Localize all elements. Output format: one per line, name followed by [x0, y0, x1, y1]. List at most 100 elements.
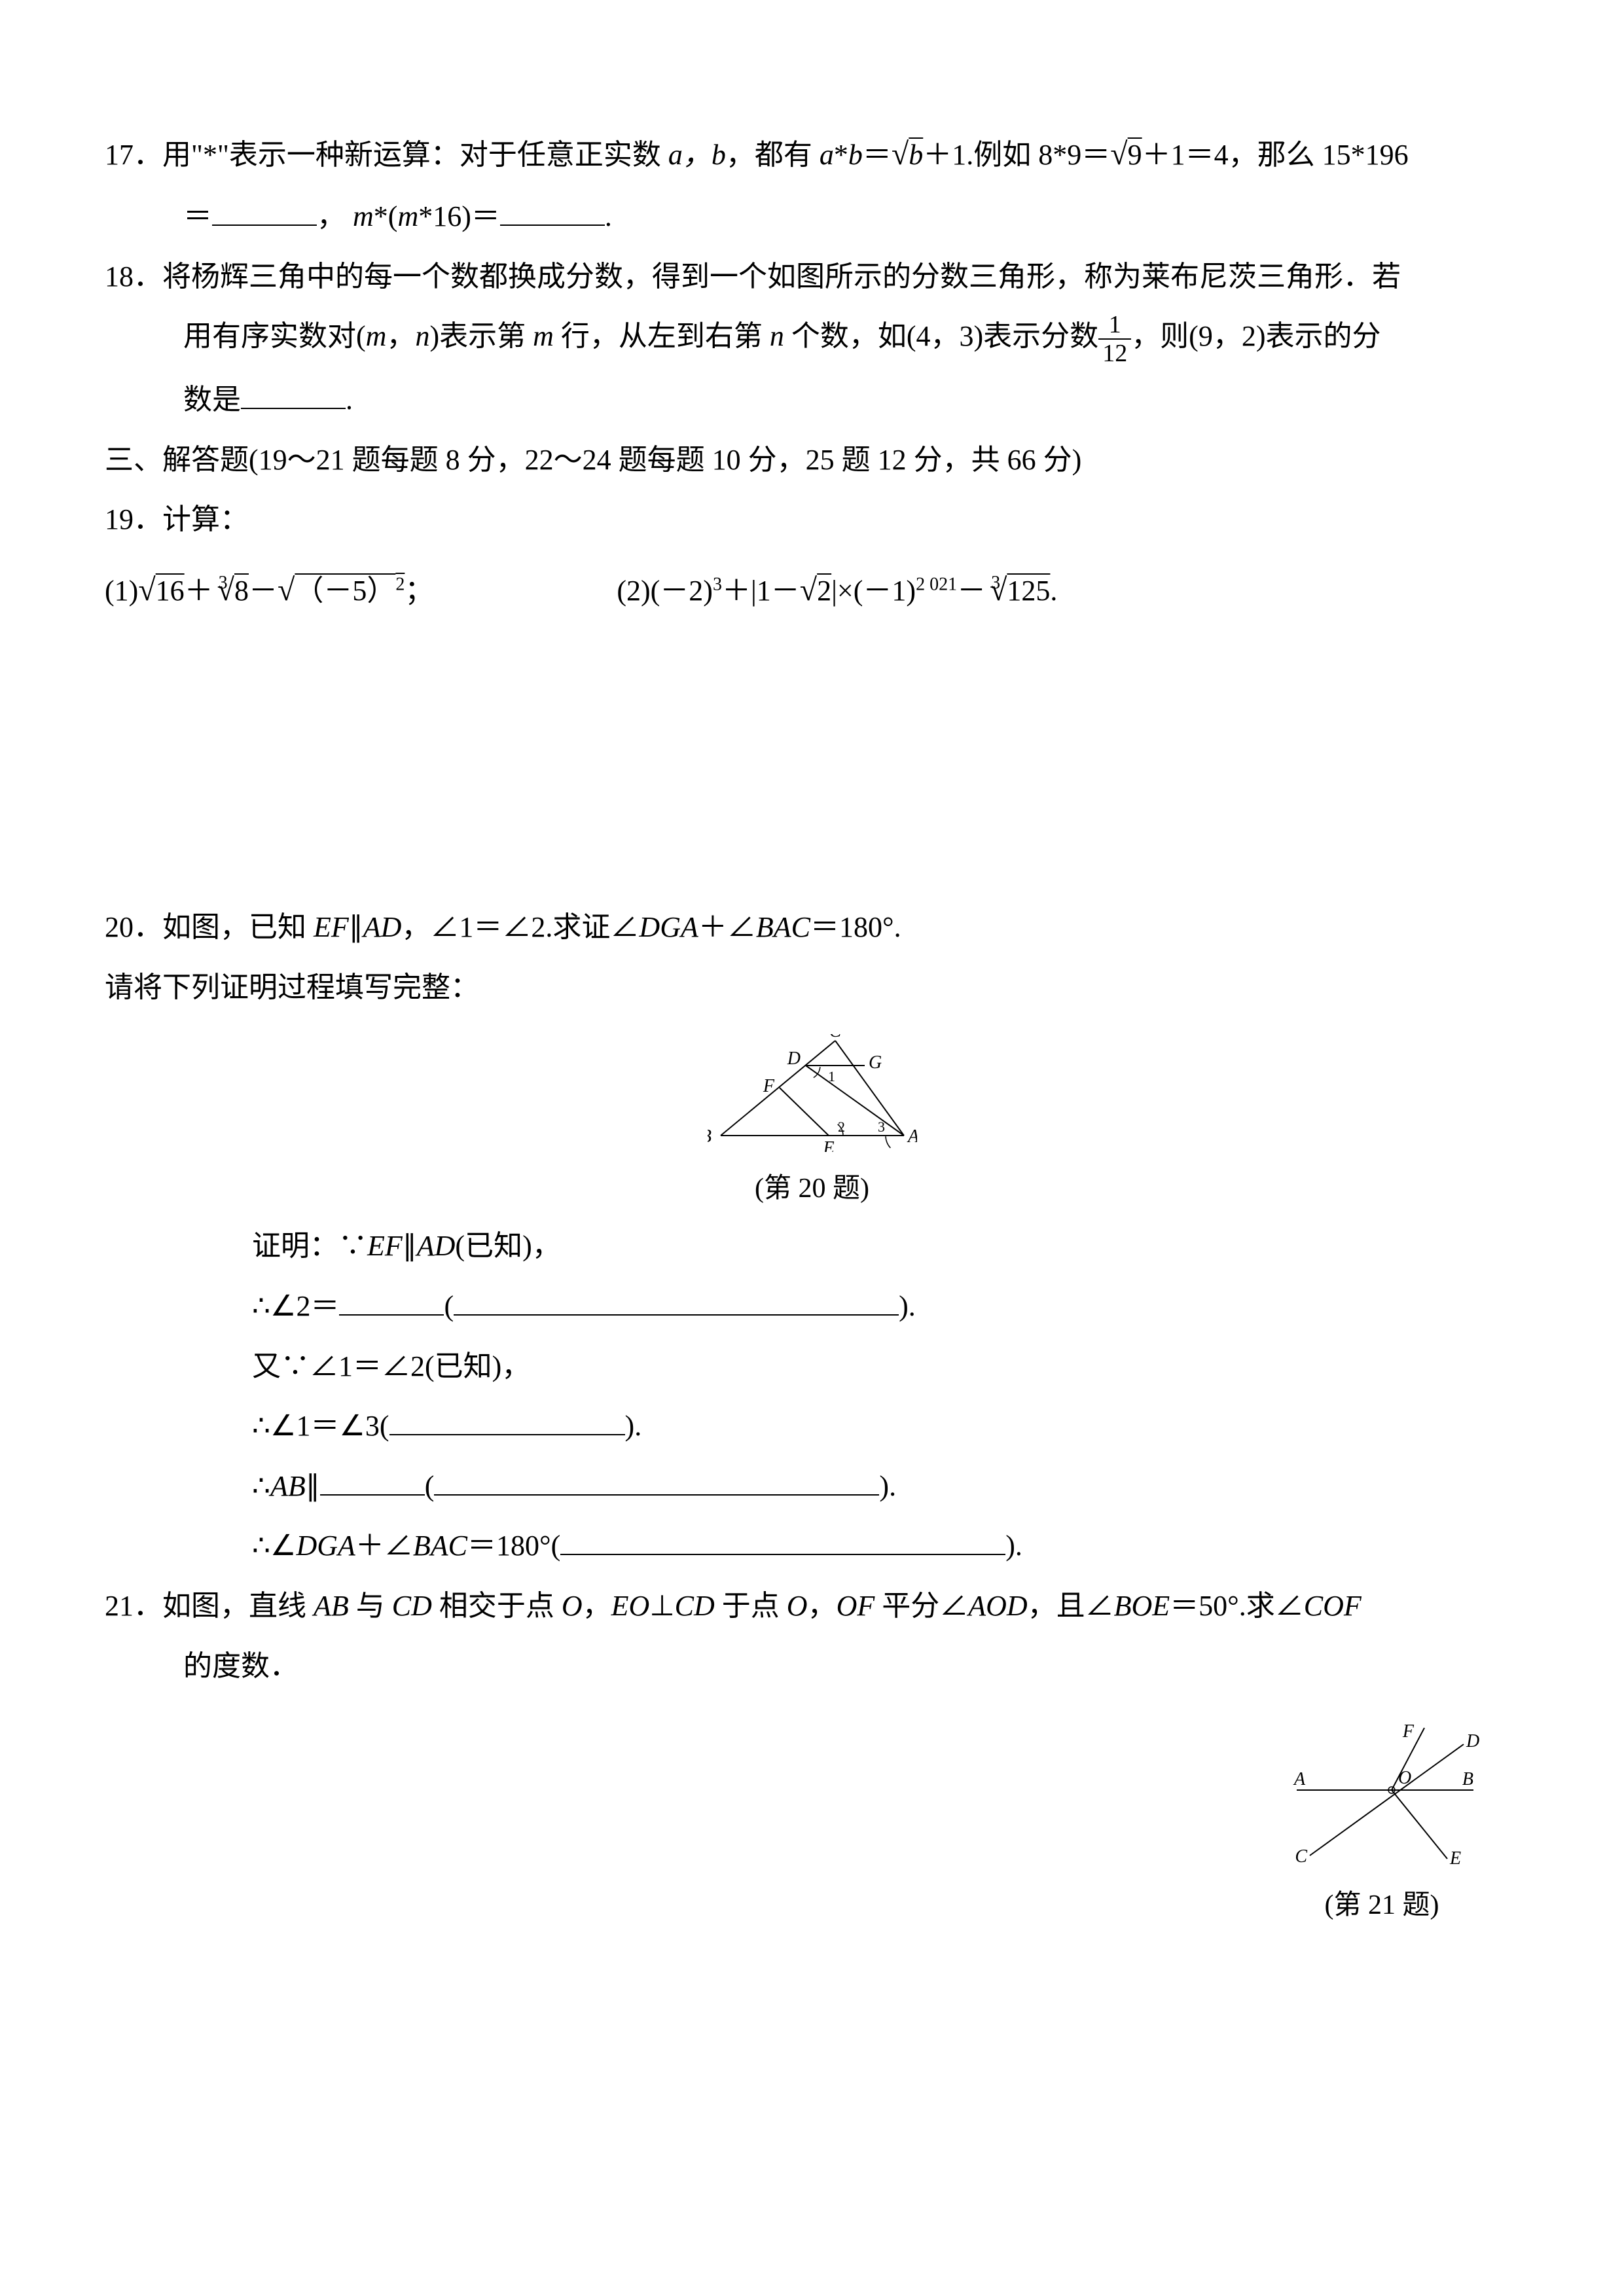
txt: 于点: [715, 1590, 787, 1622]
star: *: [834, 139, 848, 171]
txt: ＋1＝4，那么 15*196: [1142, 139, 1409, 171]
txt: ，都有: [726, 139, 820, 171]
figure-21: ABCDEFO (第 21 题): [1284, 1725, 1480, 1922]
intersecting-lines-diagram-icon: ABCDEFO: [1284, 1725, 1480, 1869]
paren: (: [425, 1470, 435, 1502]
q18-line3: 数是.: [105, 372, 1519, 427]
q19-parts: (1)√16＋3√8－√（－5）2； (2)(－2)3＋|1－√2|×(－1)2…: [105, 560, 1519, 620]
proof-line1: 证明：∵EF∥AD(已知)，: [105, 1219, 1519, 1274]
ab: a，b: [668, 139, 726, 171]
svg-text:F: F: [1402, 1725, 1415, 1742]
txt: 数是: [183, 384, 241, 416]
q17-line1: 17．用"*"表示一种新运算：对于任意正实数 a，b，都有 a*b＝√b＋1.例…: [105, 124, 1519, 184]
txt: )表示第: [429, 320, 533, 352]
blank[interactable]: [241, 380, 346, 409]
bac: BAC: [756, 911, 810, 943]
txt: ，则(9，2)表示的分: [1131, 320, 1380, 352]
sqrt-neg5: （－5）2: [295, 575, 405, 607]
sqrt-icon: √: [278, 573, 295, 607]
fraction: 112: [1098, 311, 1131, 367]
sqrt125: 125: [1007, 575, 1050, 607]
q20-line2: 请将下列证明过程填写完整：: [105, 960, 1519, 1015]
numerator: 1: [1098, 311, 1131, 340]
txt: 如图，直线: [162, 1590, 314, 1622]
blank[interactable]: [454, 1287, 899, 1316]
txt: ∴: [252, 1470, 270, 1502]
workspace-spacer: [105, 625, 1519, 900]
txt: 用"*"表示一种新运算：对于任意正实数: [162, 139, 668, 171]
known: (已知)，: [455, 1230, 560, 1262]
blank[interactable]: [339, 1287, 444, 1316]
paren: ).: [899, 1290, 916, 1322]
ef: EF: [314, 911, 349, 943]
title: 计算：: [162, 503, 249, 535]
txt: ，∠1＝∠2.求证∠: [401, 911, 639, 943]
txt: 请将下列证明过程填写完整：: [105, 971, 479, 1003]
end: ；: [405, 575, 433, 607]
blank[interactable]: [500, 197, 605, 226]
o: O: [562, 1590, 583, 1622]
proof-line5: ∴AB∥().: [105, 1459, 1519, 1514]
sqrt-icon: √: [800, 573, 817, 607]
blank[interactable]: [212, 197, 317, 226]
blank[interactable]: [560, 1526, 1005, 1555]
eq: ＝: [863, 139, 892, 171]
q21-num: 21．: [105, 1590, 162, 1622]
plus1: ＋1.: [923, 139, 973, 171]
end: .: [1050, 575, 1057, 607]
svg-text:O: O: [1398, 1768, 1411, 1788]
txt: 用有序实数对(: [183, 320, 366, 352]
bac: BAC: [413, 1530, 467, 1562]
txt: ＝180°(: [467, 1530, 560, 1562]
dga: DGA: [296, 1530, 355, 1562]
svg-text:E: E: [822, 1138, 834, 1152]
txt: 例如 8*9＝: [973, 139, 1110, 171]
ad: AD: [417, 1230, 456, 1262]
txt: 将杨辉三角中的每一个数都换成分数，得到一个如图所示的分数三角形，称为莱布尼茨三角…: [162, 260, 1401, 293]
aod: AOD: [968, 1590, 1027, 1622]
eo: EO: [611, 1590, 650, 1622]
proof-line3: 又∵∠1＝∠2(已知)，: [105, 1339, 1519, 1394]
o: O: [787, 1590, 808, 1622]
q20-line1: 20．如图，已知 EF∥AD，∠1＝∠2.求证∠DGA＋∠BAC＝180°.: [105, 900, 1519, 955]
exp: 3: [713, 574, 722, 594]
q20-num: 20．: [105, 911, 162, 943]
txt: ，: [808, 1590, 837, 1622]
q18-num: 18．: [105, 260, 162, 293]
cube-3: 3: [991, 573, 1000, 593]
svg-text:C: C: [1295, 1846, 1307, 1867]
txt: ，: [583, 1590, 611, 1622]
boe: BOE: [1114, 1590, 1170, 1622]
cof: COF: [1304, 1590, 1362, 1622]
denominator: 12: [1098, 340, 1131, 367]
svg-text:3: 3: [878, 1119, 885, 1135]
a: a: [820, 139, 834, 171]
svg-text:B: B: [708, 1126, 712, 1147]
star: *(: [374, 200, 398, 232]
q21-line2: 的度数．: [105, 1639, 1519, 1694]
blank[interactable]: [389, 1407, 625, 1435]
txt: ∴∠2＝: [252, 1290, 339, 1322]
m: m: [353, 200, 374, 232]
txt: 行，从左到右第: [554, 320, 770, 352]
b: b: [848, 139, 863, 171]
txt: －: [957, 575, 986, 607]
svg-text:A: A: [907, 1126, 917, 1147]
sqrt-b: b: [909, 139, 923, 171]
txt: ＝180°.: [810, 911, 901, 943]
txt: ，: [386, 320, 415, 352]
txt: |×(－1): [831, 575, 916, 607]
svg-text:D: D: [786, 1049, 800, 1069]
q19-part1: (1)√16＋3√8－√（－5）2；: [105, 560, 433, 620]
paren: (: [444, 1290, 454, 1322]
par: ∥: [403, 1230, 417, 1262]
m: m: [397, 200, 418, 232]
m: m: [366, 320, 387, 352]
q17-line2: ＝， m*(m*16)＝.: [105, 189, 1519, 244]
proof-line6: ∴∠DGA＋∠BAC＝180°().: [105, 1518, 1519, 1573]
blank[interactable]: [434, 1467, 879, 1496]
txt: 个数，如(4，3)表示分数: [784, 320, 1098, 352]
figure-20: BACDGFE123 (第 20 题): [105, 1034, 1519, 1206]
blank[interactable]: [320, 1467, 425, 1496]
cube-3: 3: [219, 573, 228, 593]
